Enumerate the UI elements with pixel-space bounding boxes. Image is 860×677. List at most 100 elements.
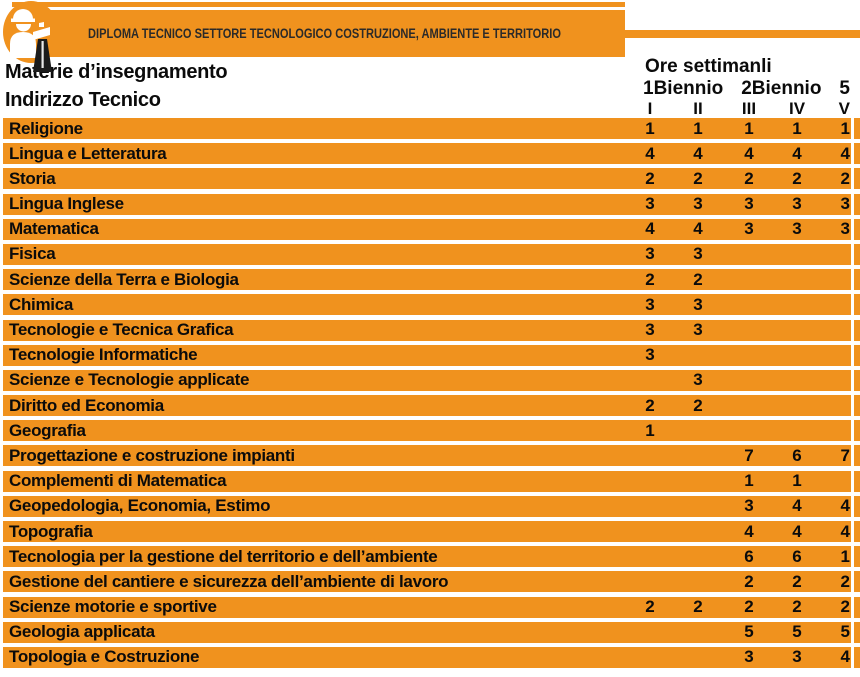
hour-cell: 1 [744,118,754,138]
hours-cells: 1 1 1 1 1 [628,118,853,139]
hour-cell: 3 [693,320,703,339]
hour-cell: 1 [840,546,850,566]
header-bar: DIPLOMA TECNICO SETTORE TECNOLOGICO COST… [30,10,625,57]
column-divider [851,118,854,669]
hour-cell: 3 [840,194,850,214]
table-row: Scienze della Terra e Biologia 2 2 [3,269,860,291]
hour-cell: 2 [645,168,655,188]
weekly-hours-label: Ore settimanli [645,56,772,77]
subject-cell: Topologia e Costruzione [9,647,200,667]
hour-cell: 2 [792,571,802,591]
hours-cells: 1 1 [628,471,853,492]
hour-cell: 2 [693,597,703,617]
hour-cell: 3 [645,194,655,214]
subject-cell: Tecnologie e Tecnica Grafica [9,320,234,339]
hour-cell: 2 [840,571,850,591]
biennio-2-label: 2Biennio [741,78,822,99]
hour-cell: 3 [744,194,754,214]
hour-cell: 3 [645,244,655,264]
biennio-header-row: 1Biennio 2Biennio 5 [643,78,850,100]
table-row: Religione 1 1 1 1 1 [3,118,860,139]
hour-cell: 2 [645,597,655,617]
hour-cell: 6 [792,445,802,465]
table-row: Topologia e Costruzione 3 3 4 [3,646,860,668]
table-row: Matematica 4 4 3 3 3 [3,218,860,240]
table-row: Tecnologie Informatiche 3 [3,344,860,366]
table-row: Gestione del cantiere e sicurezza dell’a… [3,571,860,593]
indirizzo-label: Indirizzo Tecnico [5,89,161,111]
hour-cell: 1 [645,118,655,138]
hour-cell: 3 [744,496,754,516]
hours-cells: 4 4 4 4 4 [628,143,853,164]
table-row: Chimica 3 3 [3,294,860,316]
hour-cell: 3 [840,219,850,239]
hours-cells: 7 6 7 [628,445,853,466]
page-title: DIPLOMA TECNICO SETTORE TECNOLOGICO COST… [88,26,561,41]
materie-label: Materie d’insegnamento [5,61,228,83]
hours-cells: 3 3 [628,294,853,315]
hour-cell: 1 [840,118,850,138]
table-row: Lingua Inglese 3 3 3 3 3 [3,193,860,215]
year-5-label: 5 [839,78,850,99]
hour-cell: 1 [744,471,754,491]
table-row: Storia 2 2 2 2 2 [3,168,860,190]
hour-cell: 5 [840,622,850,642]
hour-cell: 3 [792,219,802,239]
hour-cell: 3 [792,647,802,667]
subject-cell: Tecnologia per la gestione del territori… [9,546,438,566]
hours-cells: 2 2 [628,269,853,290]
hour-cell: 4 [744,521,754,541]
hour-cell: 7 [840,445,850,465]
hour-cell: 4 [792,143,802,163]
year-column-label: II [693,99,703,118]
hour-cell: 3 [693,194,703,214]
hours-cells: 2 2 [628,395,853,416]
hours-cells: 3 3 4 [628,647,853,668]
biennio-1-label: 1Biennio [643,78,724,99]
hour-cell: 7 [744,445,754,465]
subject-cell: Tecnologie Informatiche [9,345,198,365]
subject-cell: Progettazione e costruzione impianti [9,445,295,465]
hours-cells: 5 5 5 [628,622,853,643]
table-row: Geopedologia, Economia, Estimo 3 4 4 [3,495,860,517]
hours-cells: 3 3 3 3 3 [628,194,853,215]
table-row: Diritto ed Economia 2 2 [3,395,860,417]
table-row: Topografia 4 4 4 [3,521,860,542]
hour-cell: 4 [693,219,703,239]
hour-cell: 4 [693,143,703,163]
hours-cells: 3 [628,370,853,391]
hours-cells: 2 2 2 2 2 [628,597,853,618]
hour-cell: 2 [840,168,850,188]
hour-cell: 2 [693,168,703,188]
subject-cell: Geologia applicata [9,622,155,642]
subject-cell: Religione [9,118,83,138]
hours-cells: 4 4 3 3 3 [628,219,853,240]
hour-cell: 4 [840,647,850,667]
hour-cell: 3 [693,244,703,264]
hour-cell: 4 [840,143,850,163]
table-row: Lingua e Letteratura 4 4 4 4 4 [3,143,860,165]
table-row: Complementi di Matematica 1 1 [3,470,860,492]
hours-cells: 2 2 2 [628,571,853,592]
subject-cell: Scienze motorie e sportive [9,597,217,617]
subject-cell: Storia [9,168,56,188]
table-row: Scienze motorie e sportive 2 2 2 2 2 [3,596,860,618]
surveyor-icon [2,0,60,74]
hour-cell: 2 [840,597,850,617]
hours-cells: 3 4 4 [628,496,853,517]
table-row: Tecnologia per la gestione del territori… [3,546,860,568]
subject-cell: Lingua e Letteratura [9,143,167,163]
hour-cell: 2 [744,168,754,188]
hour-cell: 3 [645,320,655,339]
hours-cells: 2 2 2 2 2 [628,168,853,189]
hour-cell: 6 [744,546,754,566]
hour-cell: 4 [840,496,850,516]
subject-cell: Complementi di Matematica [9,471,227,491]
subject-cell: Lingua Inglese [9,194,124,214]
year-column-label: III [741,99,757,118]
hour-cell: 4 [792,496,802,516]
subject-cell: Matematica [9,219,99,239]
hour-cell: 1 [693,118,703,138]
subject-cell: Scienze e Tecnologie applicate [9,370,250,390]
hour-cell: 4 [645,219,655,239]
